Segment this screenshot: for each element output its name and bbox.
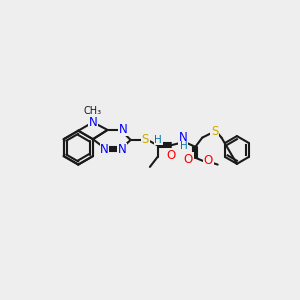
Text: CH₃: CH₃ [84,106,102,116]
Text: S: S [142,134,149,146]
Text: O: O [184,153,193,166]
Text: N: N [118,143,127,157]
Text: N: N [100,143,109,157]
Text: H: H [154,135,162,145]
Text: N: N [88,116,97,129]
Text: S: S [211,125,218,138]
Text: N: N [178,131,188,144]
Text: N: N [118,123,127,136]
Text: O: O [166,149,175,162]
Text: O: O [204,154,213,167]
Text: H: H [180,141,188,151]
